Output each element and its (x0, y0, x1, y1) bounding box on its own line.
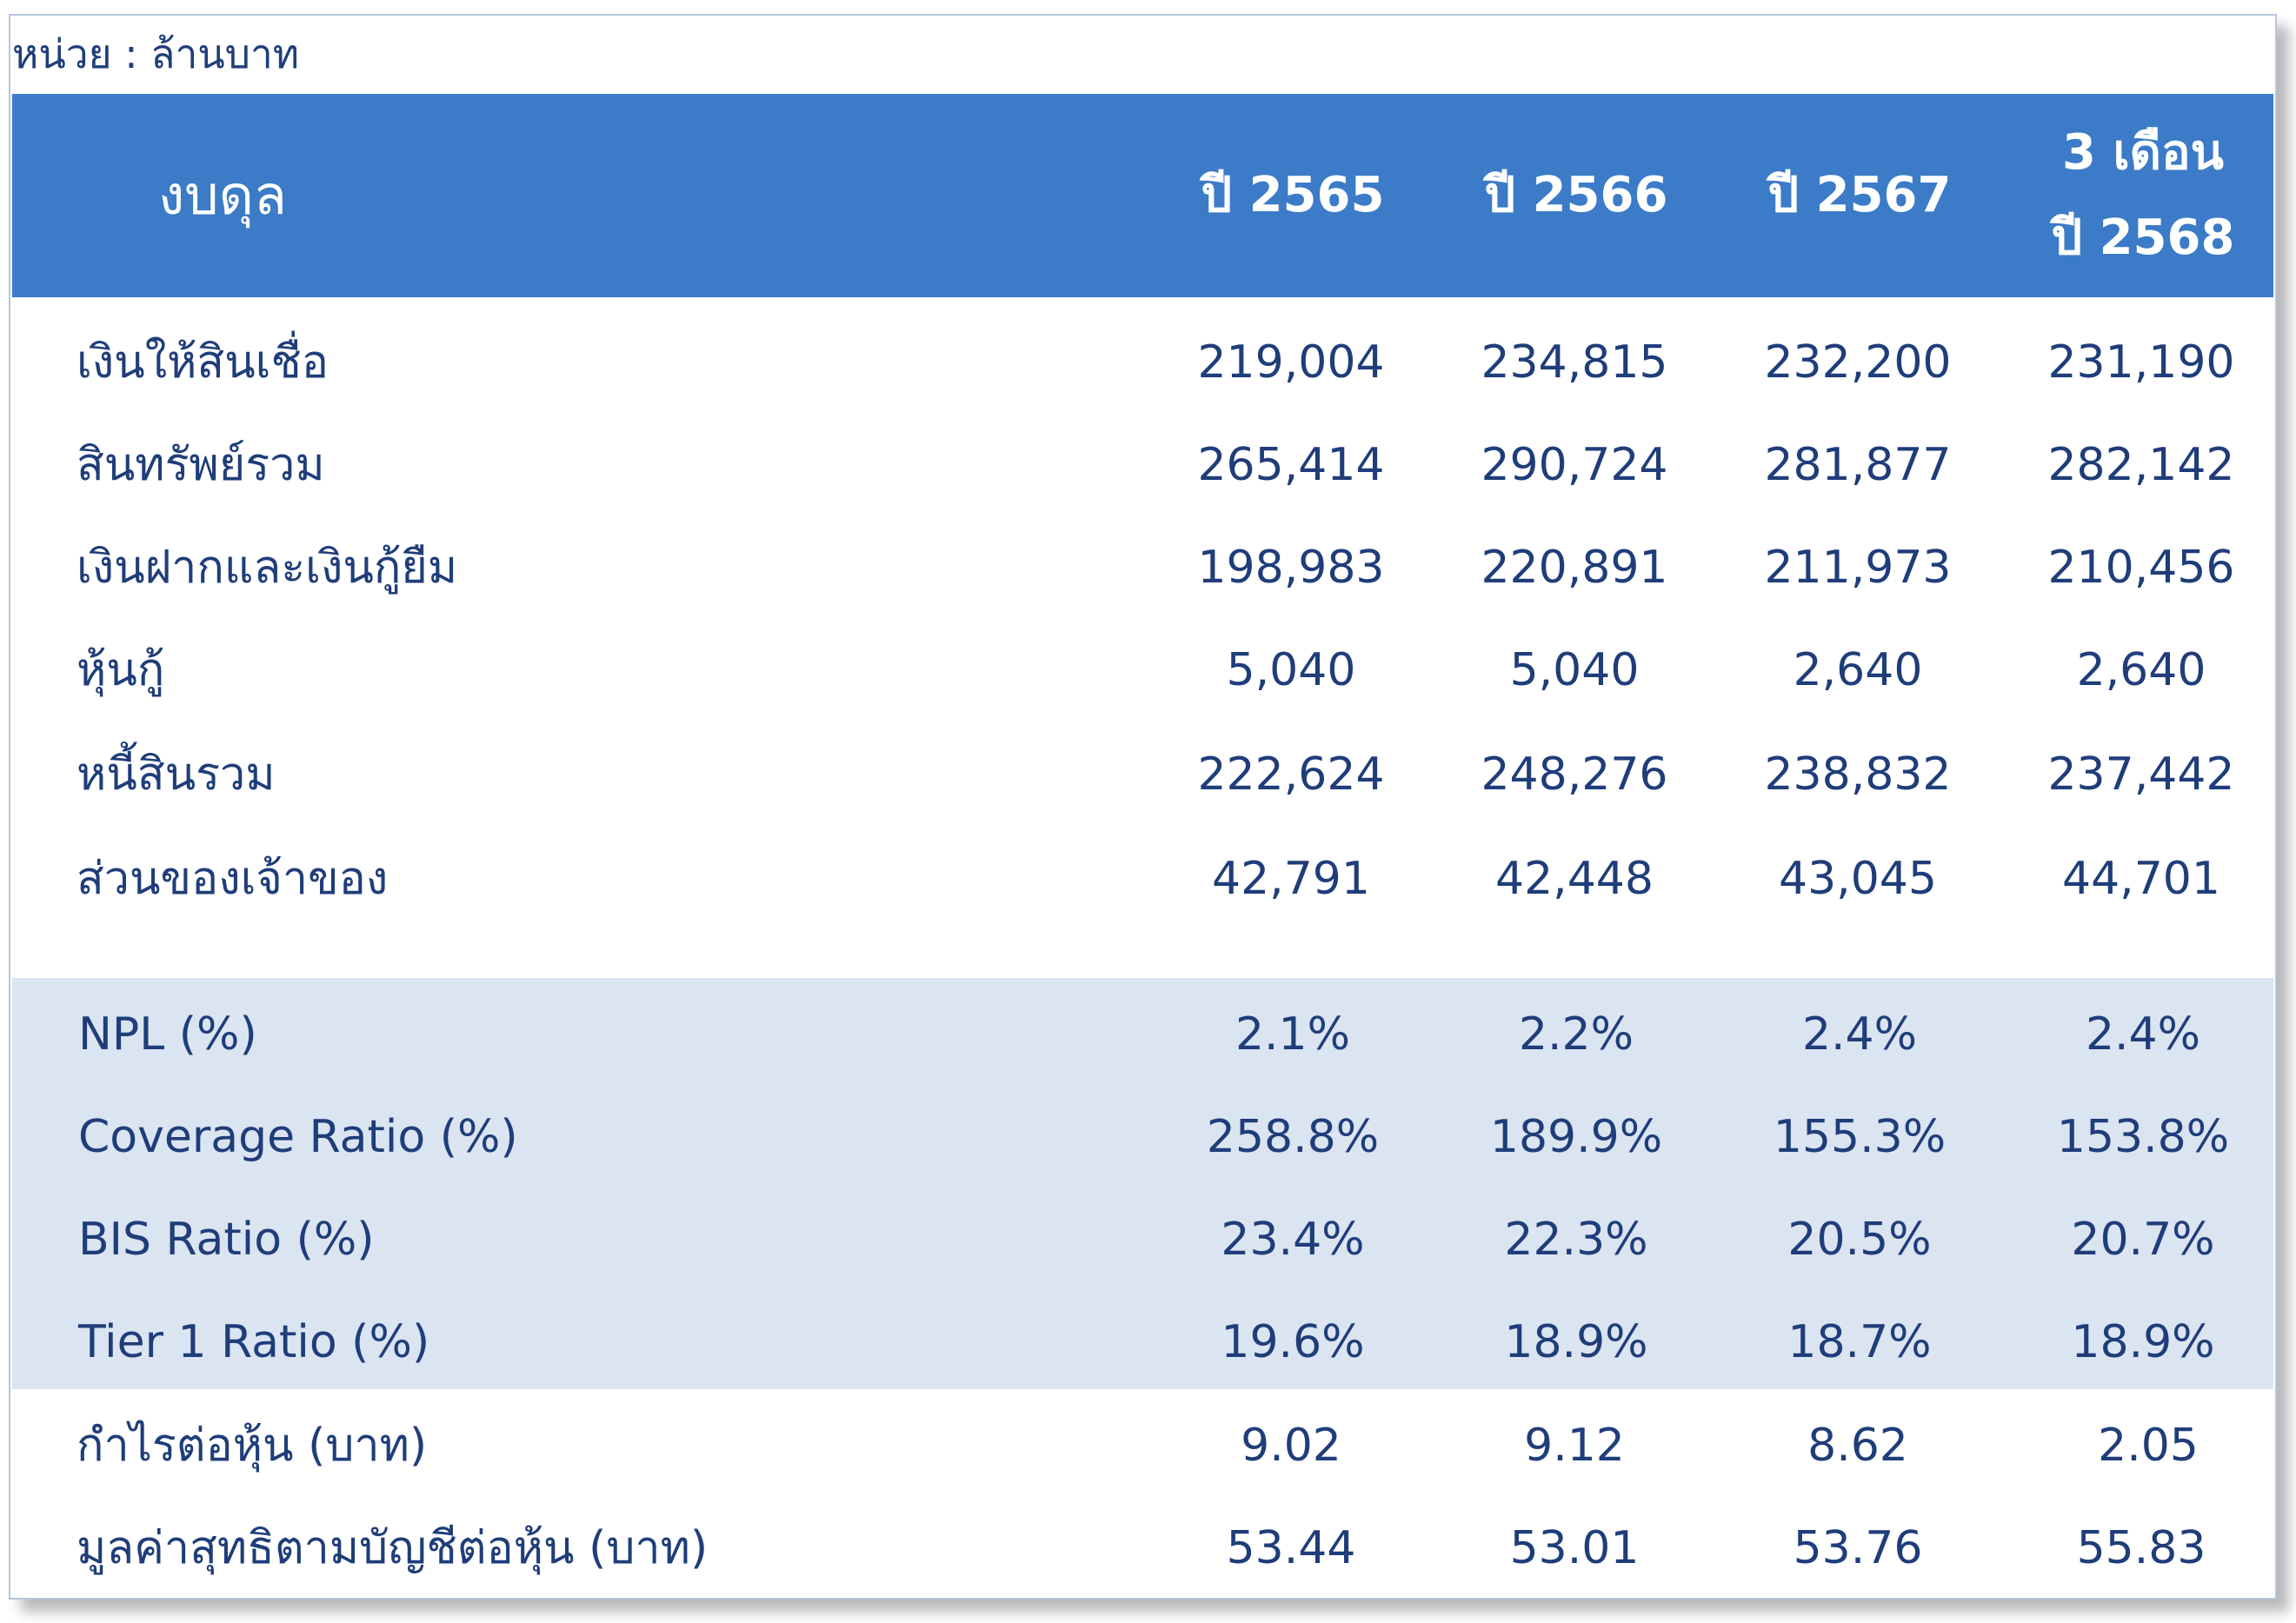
row-label: Tier 1 Ratio (%) (78, 1316, 430, 1368)
row-label: BIS Ratio (%) (78, 1214, 375, 1266)
table-row: เงินฝากและเงินกู้ยืม 198,983 220,891 211… (10, 516, 2272, 619)
row-label: หนี้สินรวม (77, 748, 276, 801)
cell-2567: 8.62 (1807, 1420, 1908, 1472)
row-label: หุ้นกู้ (77, 644, 165, 696)
cell-3m-2568: 20.7% (2071, 1214, 2215, 1266)
cell-2567: 43,045 (1779, 853, 1937, 905)
table-row: Tier 1 Ratio (%) 19.6% 18.9% 18.7% 18.9% (12, 1291, 2273, 1394)
row-label: มูลค่าสุทธิตามบัญชีต่อหุ้น (บาท) (77, 1522, 709, 1574)
table-header: งบดุล ปี 2565 ปี 2566 ปี 2567 3 เดือน ปี… (12, 94, 2273, 297)
cell-2567: 20.5% (1787, 1214, 1932, 1266)
row-label: NPL (%) (78, 1008, 257, 1061)
table-row: มูลค่าสุทธิตามบัญชีต่อหุ้น (บาท) 53.44 5… (10, 1497, 2272, 1600)
cell-2567: 232,200 (1764, 336, 1952, 389)
row-label: ส่วนของเจ้าของ (77, 853, 389, 905)
cell-2566: 42,448 (1495, 853, 1654, 905)
cell-3m-2568: 2.4% (2085, 1008, 2201, 1061)
cell-2566: 2.2% (1518, 1008, 1634, 1061)
cell-2567: 53.76 (1793, 1522, 1923, 1574)
cell-2565: 23.4% (1221, 1214, 1365, 1266)
cell-2565: 5,040 (1226, 644, 1356, 696)
cell-2567: 211,973 (1764, 542, 1952, 594)
cell-2566: 18.9% (1504, 1316, 1648, 1368)
cell-3m-2568: 44,701 (2062, 853, 2220, 905)
cell-3m-2568: 282,142 (2047, 439, 2235, 491)
row-label: เงินให้สินเชื่อ (77, 336, 329, 389)
table-row: สินทรัพย์รวม 265,414 290,724 281,877 282… (10, 414, 2272, 516)
cell-2567: 238,832 (1764, 748, 1952, 801)
cell-2565: 258.8% (1206, 1111, 1380, 1163)
cell-2566: 248,276 (1481, 748, 1668, 801)
table-row: Coverage Ratio (%) 258.8% 189.9% 155.3% … (12, 1086, 2273, 1188)
table-row: BIS Ratio (%) 23.4% 22.3% 20.5% 20.7% (12, 1188, 2273, 1291)
table-row: หนี้สินรวม 222,624 248,276 238,832 237,4… (10, 723, 2272, 826)
cell-2565: 222,624 (1197, 748, 1385, 801)
cell-2565: 2.1% (1235, 1008, 1351, 1061)
cell-3m-2568: 153.8% (2056, 1111, 2230, 1163)
cell-2567: 18.7% (1787, 1316, 1932, 1368)
balance-sheet-table: หน่วย : ล้านบาท งบดุล ปี 2565 ปี 2566 ปี… (9, 14, 2277, 1600)
cell-2566: 5,040 (1509, 644, 1640, 696)
table-row: ส่วนของเจ้าของ 42,791 42,448 43,045 44,7… (10, 828, 2272, 930)
cell-3m-2568: 55.83 (2076, 1522, 2206, 1574)
cell-2567: 2,640 (1793, 644, 1923, 696)
cell-2566: 22.3% (1504, 1214, 1648, 1266)
cell-2565: 19.6% (1221, 1316, 1365, 1368)
cell-2565: 198,983 (1197, 542, 1385, 594)
cell-2566: 53.01 (1509, 1522, 1640, 1574)
cell-3m-2568: 237,442 (2047, 748, 2235, 801)
cell-3m-2568: 2,640 (2076, 644, 2206, 696)
cell-3m-2568: 18.9% (2071, 1316, 2215, 1368)
row-label: สินทรัพย์รวม (77, 439, 325, 491)
column-header-3m-2568-line1: 3 เดือน (2062, 124, 2224, 181)
row-label: กำไรต่อหุ้น (บาท) (77, 1420, 428, 1472)
cell-2565: 265,414 (1197, 439, 1385, 491)
column-header-3m-2568-line2: ปี 2568 (2051, 210, 2235, 266)
table-row: หุ้นกู้ 5,040 5,040 2,640 2,640 (10, 619, 2272, 722)
table-row: NPL (%) 2.1% 2.2% 2.4% 2.4% (12, 983, 2273, 1086)
cell-2567: 281,877 (1764, 439, 1952, 491)
header-title: งบดุล (158, 163, 287, 227)
cell-2566: 189.9% (1489, 1111, 1663, 1163)
cell-2566: 220,891 (1481, 542, 1668, 594)
column-header-2566: ปี 2566 (1484, 167, 1668, 223)
column-header-2565: ปี 2565 (1201, 167, 1385, 223)
cell-2565: 219,004 (1197, 336, 1385, 389)
cell-3m-2568: 2.05 (2098, 1420, 2199, 1472)
row-label: Coverage Ratio (%) (78, 1111, 518, 1163)
table-row: เงินให้สินเชื่อ 219,004 234,815 232,200 … (10, 311, 2272, 414)
unit-label: หน่วย : ล้านบาท (12, 30, 300, 77)
column-header-2567: ปี 2567 (1767, 167, 1952, 223)
cell-3m-2568: 210,456 (2047, 542, 2235, 594)
table-row: กำไรต่อหุ้น (บาท) 9.02 9.12 8.62 2.05 (10, 1394, 2272, 1497)
cell-2566: 9.12 (1524, 1420, 1625, 1472)
ratio-section: NPL (%) 2.1% 2.2% 2.4% 2.4% Coverage Rat… (12, 978, 2273, 1389)
cell-2565: 42,791 (1212, 853, 1370, 905)
cell-2567: 2.4% (1801, 1008, 1918, 1061)
cell-2565: 9.02 (1241, 1420, 1341, 1472)
cell-3m-2568: 231,190 (2047, 336, 2235, 389)
cell-2566: 290,724 (1481, 439, 1668, 491)
cell-2565: 53.44 (1226, 1522, 1356, 1574)
cell-2567: 155.3% (1773, 1111, 1947, 1163)
cell-2566: 234,815 (1481, 336, 1668, 389)
row-label: เงินฝากและเงินกู้ยืม (77, 542, 458, 594)
